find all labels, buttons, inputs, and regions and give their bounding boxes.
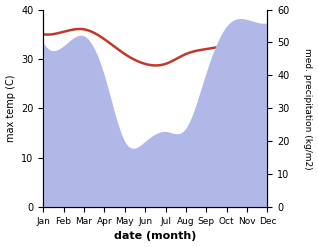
Y-axis label: max temp (C): max temp (C) (5, 75, 16, 142)
X-axis label: date (month): date (month) (114, 231, 197, 242)
Y-axis label: med. precipitation (kg/m2): med. precipitation (kg/m2) (303, 48, 313, 169)
